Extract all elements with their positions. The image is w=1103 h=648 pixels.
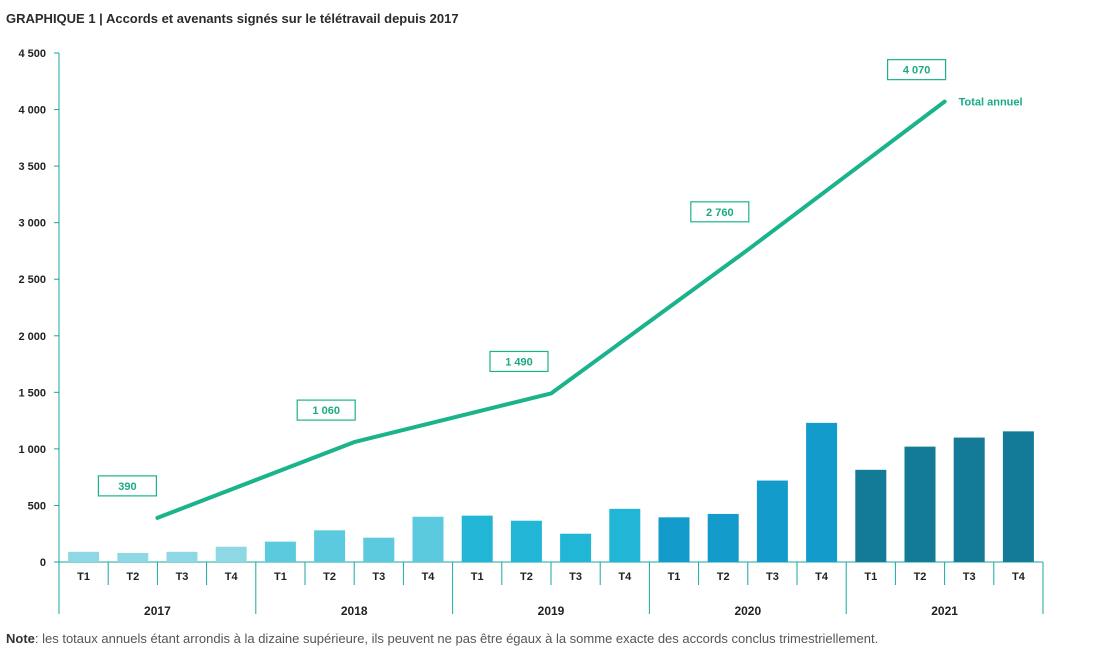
annual-value-label: 4 070	[903, 65, 931, 77]
bar-2021-T3	[953, 437, 985, 562]
quarter-label: T1	[274, 571, 287, 583]
year-label: 2017	[144, 604, 171, 618]
quarter-label: T3	[176, 571, 189, 583]
annual-value-label: 390	[118, 481, 136, 493]
bar-2020-T3	[756, 480, 788, 562]
annual-value-box	[296, 399, 356, 421]
bar-2017-T3	[166, 551, 198, 562]
y-tick-label: 0	[40, 557, 46, 569]
quarter-label: T4	[815, 571, 829, 583]
bar-2020-T1	[658, 517, 690, 562]
bar-2019-T4	[609, 508, 641, 562]
quarter-label: T1	[668, 571, 681, 583]
bar-2017-T2	[117, 552, 149, 562]
bar-2019-T3	[560, 533, 592, 562]
labels: 0 500 1 000 1 500 2 000 2 500 3 000 3 500 4 000 4…	[18, 48, 1025, 618]
y-tick-label: 2 000	[18, 331, 46, 343]
bar-2021-T1	[855, 469, 887, 562]
y-tick-label: 3 000	[18, 218, 46, 230]
quarter-label: T4	[225, 571, 239, 583]
quarter-label: T2	[520, 571, 533, 583]
annual-value-box	[886, 59, 947, 81]
annual-value-box	[97, 475, 158, 497]
annual-value-box	[489, 350, 549, 373]
footnote-label: Note	[6, 631, 35, 646]
year-label: 2018	[341, 604, 368, 618]
bar-2018-T1	[264, 541, 296, 562]
quarter-label: T2	[717, 571, 730, 583]
y-tick-label: 1 500	[18, 387, 46, 399]
quarter-label: T3	[963, 571, 976, 583]
bar-2019-T1	[461, 515, 493, 562]
annual-value-label: 1 490	[505, 356, 533, 368]
bar-2020-T4	[806, 422, 838, 562]
quarter-label: T2	[126, 571, 139, 583]
bar-2021-T4	[1002, 431, 1034, 562]
quarter-label: T4	[1012, 571, 1026, 583]
bar-2018-T2	[314, 530, 346, 562]
year-label: 2020	[734, 604, 761, 618]
quarter-label: T1	[864, 571, 877, 583]
annual-value-box	[690, 201, 750, 223]
footnote: Note: les totaux annuels étant arrondis …	[6, 631, 878, 646]
bar-2019-T2	[510, 520, 542, 562]
quarter-label: T4	[618, 571, 632, 583]
bar-2018-T4	[412, 516, 444, 562]
y-tick-label: 500	[28, 500, 46, 512]
series-label: Total annuel	[959, 97, 1023, 109]
y-tick-label: 3 500	[18, 161, 46, 173]
quarter-label: T1	[77, 571, 90, 583]
quarter-label: T3	[372, 571, 385, 583]
annual-line	[155, 99, 947, 520]
chart-title: GRAPHIQUE 1 | Accords et avenants signés…	[6, 11, 459, 26]
y-tick-label: 2 500	[18, 274, 46, 286]
quarter-label: T4	[422, 571, 436, 583]
y-tick-label: 4 500	[18, 48, 46, 60]
quarter-label: T3	[766, 571, 779, 583]
bar-2017-T1	[68, 551, 100, 562]
bar-2021-T2	[904, 446, 936, 562]
bar-2018-T3	[363, 537, 395, 562]
quarter-label: T3	[569, 571, 582, 583]
bar-2017-T4	[215, 546, 247, 562]
bar-2020-T2	[707, 513, 739, 562]
year-label: 2021	[931, 604, 958, 618]
annual-total-line	[155, 99, 947, 520]
bars	[68, 422, 1034, 562]
quarter-label: T1	[471, 571, 484, 583]
year-label: 2019	[538, 604, 565, 618]
quarter-label: T2	[914, 571, 927, 583]
annual-value-label: 2 760	[706, 207, 734, 219]
footnote-text: : les totaux annuels étant arrondis à la…	[34, 631, 879, 646]
quarter-label: T2	[323, 571, 336, 583]
y-tick-label: 1 000	[18, 444, 46, 456]
annual-value-label: 1 060	[312, 405, 340, 417]
y-tick-label: 4 000	[18, 105, 46, 117]
